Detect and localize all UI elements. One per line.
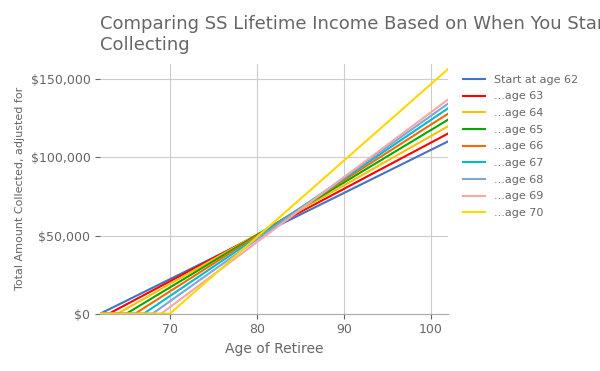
...age 66: [285, 213, 292, 218]
Start at age 62: [445, 139, 452, 144]
...age 67: [262, 229, 269, 234]
Line: ...age 70: ...age 70: [100, 69, 448, 314]
...age 66: [382, 151, 389, 156]
...age 66: [264, 227, 271, 231]
...age 63: [445, 131, 452, 135]
Line: ...age 68: ...age 68: [100, 103, 448, 314]
...age 63: [262, 228, 269, 233]
...age 63: [304, 206, 311, 210]
Start at age 62: [264, 229, 271, 233]
...age 68: [382, 146, 389, 150]
...age 65: [445, 117, 452, 122]
...age 69: [97, 312, 104, 316]
Line: ...age 65: ...age 65: [100, 119, 448, 314]
...age 65: [97, 312, 104, 316]
X-axis label: Age of Retiree: Age of Retiree: [225, 342, 323, 356]
...age 65: [436, 122, 443, 127]
...age 64: [264, 226, 271, 231]
...age 63: [436, 135, 443, 140]
Line: ...age 69: ...age 69: [100, 99, 448, 314]
...age 67: [436, 112, 443, 116]
...age 70: [264, 226, 271, 230]
Line: ...age 67: ...age 67: [100, 108, 448, 314]
...age 70: [262, 227, 269, 232]
...age 64: [445, 124, 452, 128]
...age 64: [304, 204, 311, 208]
Text: Comparing SS Lifetime Income Based on When You Start
Collecting: Comparing SS Lifetime Income Based on Wh…: [100, 15, 600, 54]
...age 65: [285, 214, 292, 218]
...age 70: [304, 190, 311, 195]
Start at age 62: [436, 143, 443, 148]
...age 65: [264, 226, 271, 231]
...age 70: [97, 312, 104, 316]
...age 66: [304, 201, 311, 206]
...age 65: [382, 155, 389, 160]
...age 63: [285, 216, 292, 220]
...age 68: [285, 215, 292, 219]
...age 64: [262, 227, 269, 232]
...age 70: [285, 207, 292, 211]
...age 64: [436, 129, 443, 133]
...age 69: [262, 233, 269, 238]
...age 69: [304, 202, 311, 207]
...age 70: [436, 74, 443, 78]
Line: ...age 63: ...age 63: [100, 133, 448, 314]
Start at age 62: [304, 209, 311, 213]
...age 70: [382, 122, 389, 126]
...age 64: [97, 312, 104, 316]
...age 64: [382, 160, 389, 164]
Start at age 62: [262, 230, 269, 234]
...age 68: [445, 101, 452, 105]
...age 67: [445, 106, 452, 110]
...age 65: [262, 227, 269, 232]
...age 66: [445, 111, 452, 116]
...age 63: [382, 164, 389, 169]
Start at age 62: [382, 170, 389, 174]
Line: ...age 66: ...age 66: [100, 114, 448, 314]
...age 69: [445, 97, 452, 101]
...age 67: [264, 228, 271, 232]
Y-axis label: Total Amount Collected, adjusted for: Total Amount Collected, adjusted for: [15, 87, 25, 290]
Start at age 62: [97, 312, 104, 316]
...age 67: [304, 201, 311, 206]
...age 63: [264, 227, 271, 232]
Start at age 62: [285, 218, 292, 223]
...age 68: [97, 312, 104, 316]
...age 63: [97, 312, 104, 316]
...age 64: [285, 214, 292, 219]
...age 68: [264, 230, 271, 234]
...age 69: [264, 232, 271, 236]
...age 69: [436, 103, 443, 108]
Line: ...age 64: ...age 64: [100, 126, 448, 314]
...age 66: [436, 116, 443, 121]
...age 68: [436, 107, 443, 112]
...age 68: [262, 231, 269, 236]
...age 69: [382, 144, 389, 148]
...age 66: [262, 228, 269, 233]
Line: Start at age 62: Start at age 62: [100, 141, 448, 314]
...age 69: [285, 216, 292, 221]
...age 67: [285, 214, 292, 218]
...age 67: [382, 148, 389, 153]
...age 66: [97, 312, 104, 316]
...age 68: [304, 201, 311, 206]
...age 70: [445, 66, 452, 71]
...age 65: [304, 202, 311, 207]
Legend: Start at age 62, ...age 63, ...age 64, ...age 65, ...age 66, ...age 67, ...age 6: Start at age 62, ...age 63, ...age 64, .…: [457, 69, 584, 224]
...age 67: [97, 312, 104, 316]
